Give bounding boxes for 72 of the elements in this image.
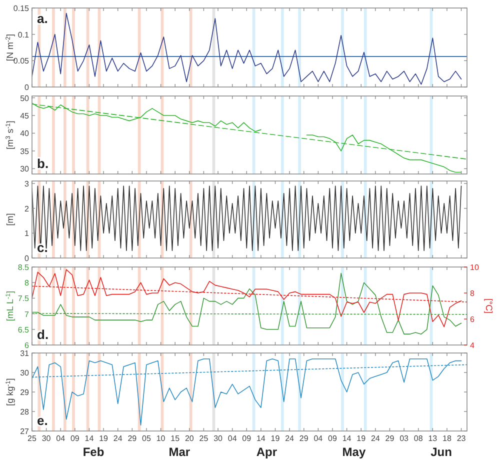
y2-tick-label: 10 — [470, 263, 480, 272]
x-tick-label: 24 — [370, 434, 380, 443]
y-tick-label: 2 — [24, 204, 30, 214]
y-tick-label: 0 — [24, 83, 30, 92]
y-tick-label: 0.1 — [18, 30, 30, 40]
x-tick-label: 13 — [428, 434, 438, 443]
y-tick-label: 28 — [20, 408, 30, 416]
y-tick-label: 40 — [20, 129, 30, 138]
x-tick-label: 29 — [128, 434, 138, 443]
y-tick-label: 8 — [24, 278, 30, 288]
x-tick-label: 24 — [285, 434, 295, 443]
line-series — [32, 12, 462, 85]
text: May — [342, 445, 366, 459]
x-tick-label: 05 — [142, 434, 152, 443]
annotation: e. — [37, 413, 48, 428]
y2-tick-label: 4 — [470, 341, 475, 350]
x-tick-label: 25 — [199, 434, 209, 443]
text: Mar — [168, 445, 190, 459]
y-tick-label: 7.5 — [18, 294, 30, 304]
x-tick-label: 18 — [442, 434, 452, 443]
y-tick-label: 0 — [24, 254, 30, 263]
x-tick-label: 08 — [414, 434, 424, 443]
x-tick-label: 23 — [456, 434, 466, 443]
y-tick-label: 7 — [24, 310, 30, 319]
x-tick-label: 24 — [113, 434, 123, 443]
x-tick-label: 10 — [156, 434, 166, 443]
y-tick-label: 0.05 — [13, 56, 30, 66]
annotation: b. — [37, 156, 49, 171]
annotation: d. — [37, 327, 49, 342]
x-tick-label: 04 — [228, 434, 238, 443]
text: Jun — [430, 445, 452, 459]
text: Apr — [256, 445, 278, 459]
y-tick-label: 27 — [20, 427, 30, 436]
y-tick-label: 30 — [20, 164, 30, 174]
x-tick-label: 09 — [242, 434, 252, 443]
x-tick-label: 09 — [70, 434, 80, 443]
x-tick-label: 14 — [342, 434, 352, 443]
x-tick-label: 14 — [84, 434, 94, 443]
y-tick-label: 0.15 — [13, 4, 30, 13]
x-tick-label: 19 — [356, 434, 366, 443]
x-tick-label: 19 — [99, 434, 109, 443]
y-tick-label: 30 — [20, 368, 30, 378]
x-tick-label: 29 — [299, 434, 309, 443]
text: Feb — [82, 445, 104, 459]
y-tick-label: 1 — [24, 229, 30, 238]
y2-axis-title: [°C] — [484, 298, 494, 314]
x-tick-label: 03 — [400, 434, 410, 443]
x-tick-label: 04 — [314, 434, 324, 443]
y-tick-label: 6 — [24, 341, 30, 350]
x-tick-label: 30 — [214, 434, 224, 443]
x-tick-label: 04 — [56, 434, 66, 443]
x-tick-label: 19 — [270, 434, 280, 443]
y-axis-title: [m] — [5, 213, 15, 226]
y2-tick-label: 8 — [470, 289, 475, 298]
x-tick-label: 29 — [385, 434, 395, 443]
y-tick-label: 45 — [20, 112, 30, 120]
y-tick-label: 6.5 — [18, 325, 30, 334]
y-tick-label: 50 — [20, 94, 30, 103]
y-tick-label: 29 — [20, 388, 30, 397]
y2-tick-label: 6 — [470, 315, 475, 324]
line-series — [32, 186, 462, 251]
y-tick-label: 31 — [20, 349, 30, 358]
y-tick-label: 8.5 — [18, 263, 30, 272]
x-tick-label: 09 — [328, 434, 338, 443]
x-tick-label: 14 — [256, 434, 266, 443]
x-tick-label: 30 — [42, 434, 52, 443]
y-tick-label: 35 — [20, 146, 30, 156]
annotation: a. — [37, 11, 48, 26]
y-tick-label: 3 — [24, 179, 30, 188]
x-tick-label: 15 — [170, 434, 180, 443]
x-tick-label: 25 — [28, 434, 37, 443]
x-tick-label: 20 — [184, 434, 194, 443]
